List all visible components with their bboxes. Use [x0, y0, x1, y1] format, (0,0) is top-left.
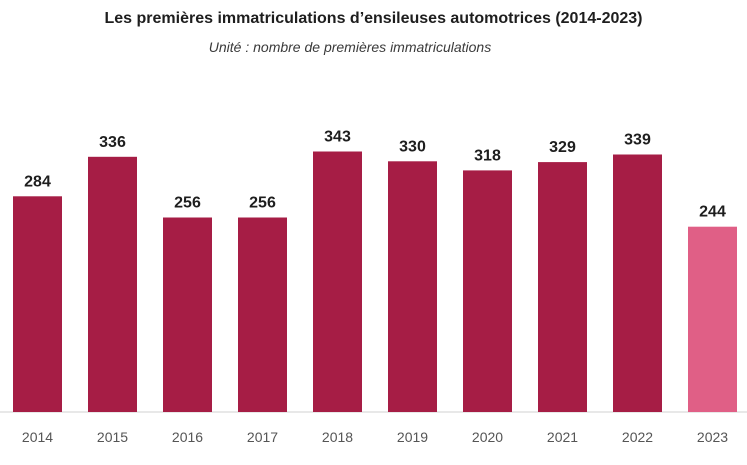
bar-2021 — [538, 162, 587, 412]
bar-2020 — [463, 170, 512, 412]
bar-2016 — [163, 217, 212, 412]
x-tick-label-2019: 2019 — [397, 429, 428, 445]
x-tick-label-2018: 2018 — [322, 429, 353, 445]
bar-2023 — [688, 226, 737, 412]
data-label-2020: 318 — [474, 147, 501, 164]
bar-2015 — [88, 156, 137, 412]
data-label-2019: 330 — [399, 138, 426, 155]
x-tick-label-2015: 2015 — [97, 429, 128, 445]
x-tick-group: 2014 2015 2016 2017 2018 2019 2020 2021 2022 2023 — [22, 429, 728, 445]
chart-title: Les premières immatriculations d’ensileu… — [104, 10, 643, 27]
x-tick-label-2016: 2016 — [172, 429, 203, 445]
data-label-2014: 284 — [24, 173, 51, 190]
data-label-2023: 244 — [699, 204, 726, 221]
data-label-2016: 256 — [174, 195, 201, 212]
chart-subtitle: Unité : nombre de premières immatriculat… — [208, 39, 492, 55]
data-label-2022: 339 — [624, 132, 651, 149]
bar-2022 — [613, 154, 662, 412]
bar-2019 — [388, 161, 437, 412]
x-tick-label-2017: 2017 — [247, 429, 278, 445]
data-label-2017: 256 — [249, 195, 276, 212]
x-tick-label-2022: 2022 — [622, 429, 653, 445]
data-label-2018: 343 — [324, 129, 351, 146]
x-tick-label-2023: 2023 — [697, 429, 728, 445]
bar-2018 — [313, 151, 362, 412]
data-label-group: 284 336 256 256 343 330 318 329 339 244 — [24, 129, 726, 221]
bar-2014 — [13, 196, 62, 412]
bar-2017 — [238, 217, 287, 412]
x-tick-label-2021: 2021 — [547, 429, 578, 445]
x-tick-label-2014: 2014 — [22, 429, 53, 445]
bar-group — [13, 151, 737, 412]
data-label-2021: 329 — [549, 139, 576, 156]
data-label-2015: 336 — [99, 134, 126, 151]
x-tick-label-2020: 2020 — [472, 429, 503, 445]
